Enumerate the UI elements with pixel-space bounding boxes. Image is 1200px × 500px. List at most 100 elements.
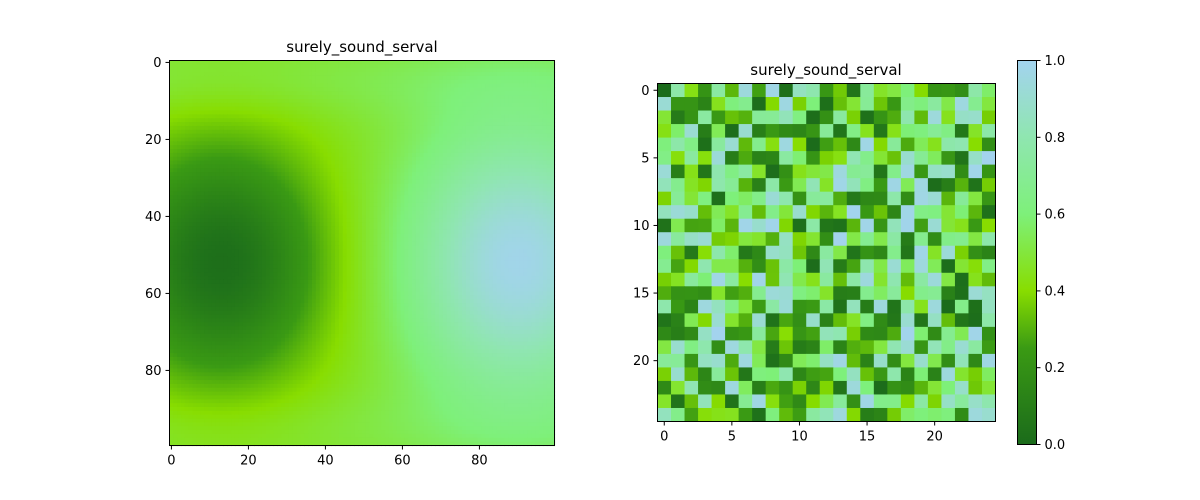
heatmap-cell [319, 91, 325, 96]
heatmap-cell [304, 141, 309, 146]
heatmap-cell [439, 114, 444, 119]
heatmap-cell [265, 214, 271, 219]
heatmap-cell [258, 179, 263, 185]
heatmap-cell [254, 75, 259, 81]
heatmap-cell [523, 87, 529, 92]
heatmap-cell [273, 156, 278, 162]
heatmap-cell [261, 152, 267, 158]
heatmap-cell [381, 199, 386, 204]
heatmap-cell [319, 191, 325, 196]
heatmap-cell [550, 149, 556, 154]
heatmap-cell [527, 91, 532, 96]
heatmap-cell [227, 233, 232, 239]
heatmap-cell [169, 222, 174, 227]
heatmap-cell [385, 118, 390, 123]
heatmap-cell [400, 149, 405, 154]
heatmap-cell [373, 245, 378, 250]
heatmap-cell [400, 241, 405, 246]
heatmap-cell [277, 226, 282, 231]
heatmap-cell [219, 60, 224, 65]
heatmap-cell [500, 110, 506, 115]
heatmap-cell [396, 60, 402, 65]
heatmap-cell [500, 229, 506, 235]
heatmap-cell [319, 168, 325, 173]
heatmap-cell [285, 199, 290, 204]
heatmap-cell [458, 183, 463, 189]
heatmap-cell [492, 237, 498, 243]
heatmap-cell [496, 83, 502, 89]
heatmap-cell [485, 245, 490, 250]
heatmap-cell [277, 114, 282, 119]
heatmap-cell [346, 176, 352, 181]
heatmap-cell [192, 125, 198, 131]
heatmap-cell [462, 99, 467, 104]
heatmap-cell [462, 152, 467, 158]
heatmap-cell [415, 226, 421, 231]
heatmap-cell [196, 83, 201, 89]
heatmap-cell [265, 176, 271, 181]
heatmap-cell [315, 199, 321, 204]
heatmap-cell [288, 156, 294, 162]
heatmap-cell [261, 95, 267, 100]
heatmap-cell [342, 222, 348, 227]
heatmap-cell [392, 133, 398, 139]
heatmap-cell [196, 79, 201, 85]
heatmap-cell [323, 168, 328, 173]
heatmap-cell [250, 249, 255, 254]
heatmap-cell [396, 237, 402, 243]
heatmap-cell [369, 222, 375, 227]
heatmap-cell [508, 125, 513, 131]
heatmap-cell [435, 64, 440, 69]
heatmap-cell [504, 195, 509, 200]
heatmap-cell [184, 156, 190, 162]
heatmap-cell [489, 106, 494, 112]
heatmap-cell [346, 164, 352, 169]
heatmap-cell [388, 114, 394, 119]
heatmap-cell [173, 199, 178, 204]
heatmap-cell [512, 91, 517, 96]
heatmap-cell [546, 210, 552, 216]
heatmap-cell [481, 129, 486, 135]
heatmap-cell [281, 79, 286, 85]
heatmap-cell [269, 83, 275, 89]
heatmap-cell [504, 222, 509, 227]
heatmap-cell [527, 60, 532, 65]
heatmap-cell [358, 172, 363, 177]
heatmap-cell [231, 218, 236, 223]
heatmap-cell [288, 179, 294, 185]
heatmap-cell [419, 91, 425, 96]
heatmap-cell [311, 145, 317, 150]
heatmap-cell [504, 249, 509, 254]
heatmap-cell [346, 233, 352, 239]
heatmap-cell [446, 60, 452, 65]
heatmap-cell [408, 199, 413, 204]
heatmap-cell [234, 60, 240, 65]
heatmap-cell [308, 83, 313, 89]
heatmap-cell [365, 226, 371, 231]
heatmap-cell [431, 214, 436, 219]
heatmap-cell [265, 152, 271, 158]
heatmap-cell [516, 218, 521, 223]
heatmap-cell [516, 199, 521, 204]
heatmap-cell [412, 122, 417, 127]
heatmap-cell [385, 91, 390, 96]
heatmap-cell [196, 91, 201, 96]
heatmap-cell [431, 72, 436, 77]
heatmap-cell [519, 60, 525, 65]
heatmap-cell [427, 60, 432, 65]
heatmap-cell [288, 183, 294, 189]
heatmap-cell [419, 156, 425, 162]
heatmap-cell [227, 229, 232, 235]
heatmap-cell [354, 125, 359, 131]
heatmap-cell [373, 91, 378, 96]
heatmap-cell [273, 187, 278, 192]
heatmap-cell [485, 179, 490, 185]
heatmap-cell [308, 102, 313, 108]
heatmap-cell [285, 233, 290, 239]
heatmap-cell [492, 91, 498, 96]
heatmap-cell [246, 95, 251, 100]
heatmap-cell [296, 125, 301, 131]
heatmap-cell [431, 60, 436, 65]
heatmap-cell [535, 191, 540, 196]
heatmap-cell [492, 102, 498, 108]
